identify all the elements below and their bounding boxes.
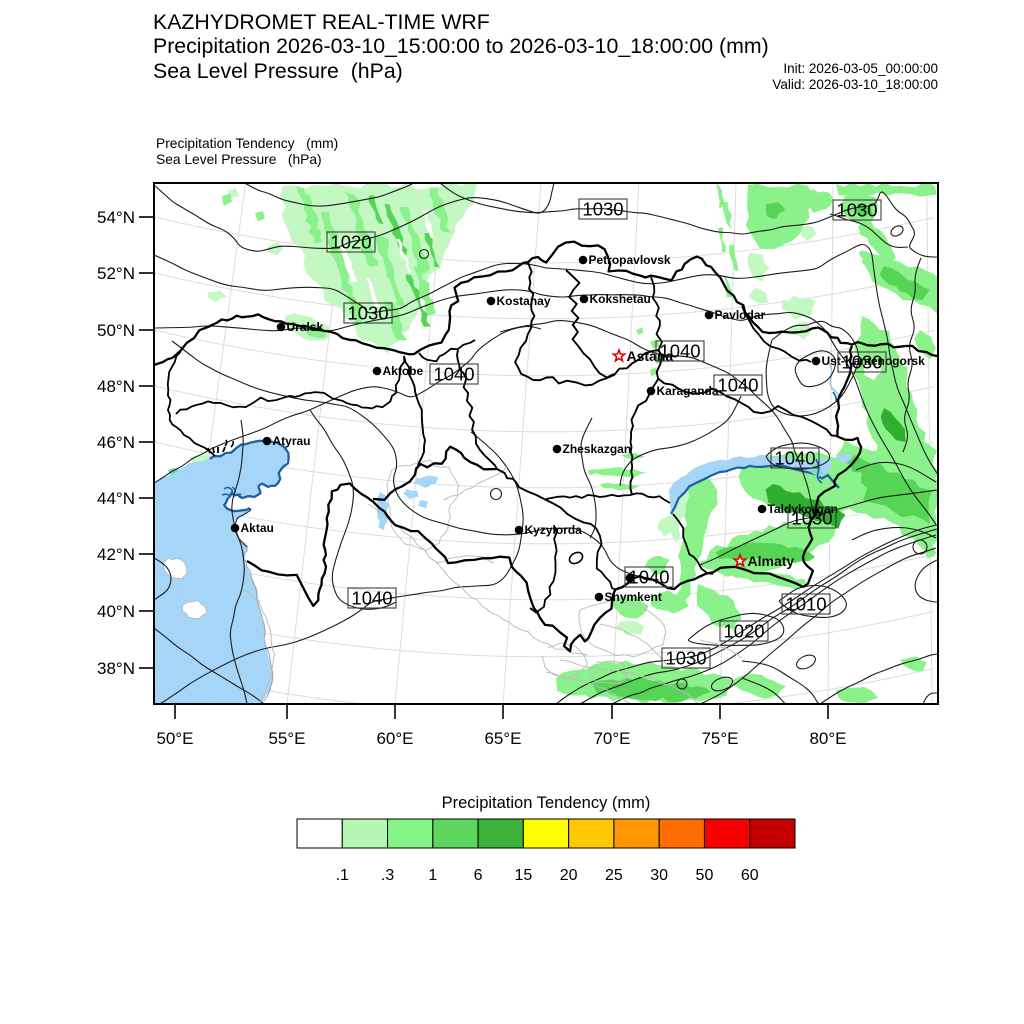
svg-text:38°N: 38°N (97, 659, 135, 678)
svg-text:1020: 1020 (330, 232, 371, 253)
svg-text:Ust-Kamenogorsk: Ust-Kamenogorsk (822, 354, 926, 368)
svg-text:Karaganda: Karaganda (657, 384, 719, 398)
svg-text:1: 1 (428, 867, 437, 884)
svg-text:1030: 1030 (665, 648, 706, 669)
svg-text:1010: 1010 (785, 594, 826, 615)
svg-text:Pavlodar: Pavlodar (715, 308, 766, 322)
svg-text:50°N: 50°N (97, 321, 135, 340)
svg-text:1030: 1030 (791, 508, 832, 529)
svg-text:52°N: 52°N (97, 264, 135, 283)
svg-text:Kyzylorda: Kyzylorda (525, 523, 583, 537)
svg-text:Shymkent: Shymkent (605, 590, 662, 604)
svg-text:42°N: 42°N (97, 545, 135, 564)
svg-text:1040: 1040 (659, 341, 700, 362)
svg-text:Zheskazgan: Zheskazgan (563, 442, 632, 456)
svg-text:1020: 1020 (723, 621, 764, 642)
svg-text:70°E: 70°E (593, 729, 630, 748)
svg-text:40°N: 40°N (97, 602, 135, 621)
svg-text:6: 6 (474, 867, 483, 884)
svg-text:Almaty: Almaty (748, 553, 795, 569)
svg-text:Petropavlovsk: Petropavlovsk (589, 253, 671, 267)
svg-text:Astana: Astana (627, 348, 674, 364)
svg-text:1040: 1040 (433, 364, 474, 385)
svg-text:75°E: 75°E (701, 729, 738, 748)
svg-text:Atyrau: Atyrau (273, 434, 311, 448)
svg-text:60°E: 60°E (376, 729, 413, 748)
svg-text:15: 15 (514, 867, 532, 884)
svg-text:48°N: 48°N (97, 377, 135, 396)
svg-text:1040: 1040 (628, 567, 669, 588)
svg-text:50°E: 50°E (156, 729, 193, 748)
svg-text:60: 60 (741, 867, 759, 884)
svg-text:1040: 1040 (774, 448, 815, 469)
svg-text:25: 25 (605, 867, 623, 884)
svg-text:1030: 1030 (347, 303, 388, 324)
svg-text:1040: 1040 (351, 588, 392, 609)
svg-text:Aktau: Aktau (241, 521, 274, 535)
svg-text:44°N: 44°N (97, 489, 135, 508)
svg-text:Uralsk: Uralsk (287, 320, 324, 334)
svg-text:Aktobe: Aktobe (383, 364, 424, 378)
svg-text:1040: 1040 (717, 375, 758, 396)
svg-text:20: 20 (560, 867, 578, 884)
svg-text:Kokshetau: Kokshetau (590, 292, 651, 306)
svg-text:46°N: 46°N (97, 433, 135, 452)
svg-text:55°E: 55°E (268, 729, 305, 748)
svg-text:50: 50 (696, 867, 714, 884)
svg-text:1030: 1030 (836, 200, 877, 221)
svg-text:.1: .1 (336, 867, 349, 884)
svg-text:Taldykorgan: Taldykorgan (768, 502, 838, 516)
svg-text:Precipitation Tendency (mm): Precipitation Tendency (mm) (442, 794, 651, 812)
svg-text:80°E: 80°E (809, 729, 846, 748)
svg-text:30: 30 (650, 867, 668, 884)
svg-text:.3: .3 (381, 867, 394, 884)
svg-text:Kostanay: Kostanay (497, 294, 551, 308)
svg-text:54°N: 54°N (97, 208, 135, 227)
svg-text:1030: 1030 (841, 352, 882, 373)
svg-text:65°E: 65°E (484, 729, 521, 748)
svg-text:1030: 1030 (582, 199, 623, 220)
